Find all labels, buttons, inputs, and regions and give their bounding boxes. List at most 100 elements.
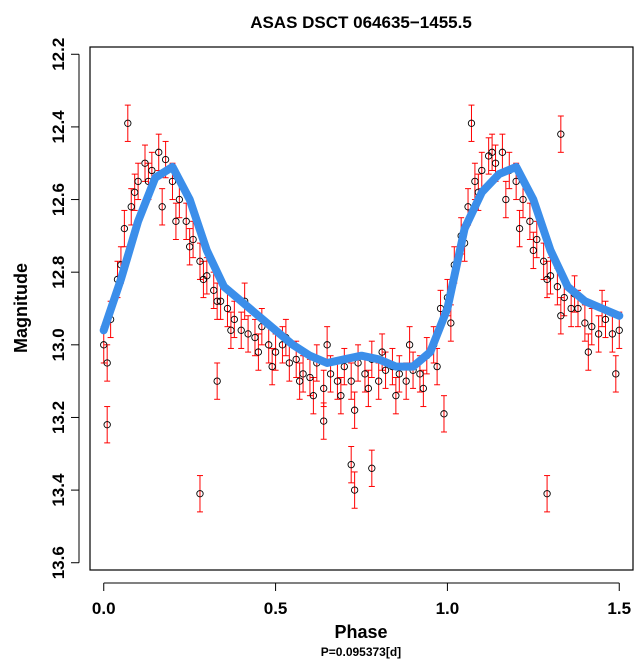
data-point <box>471 177 479 186</box>
y-tick-label: 13.4 <box>49 473 68 507</box>
data-point <box>557 312 565 320</box>
data-point <box>155 148 163 156</box>
data-point <box>395 370 403 378</box>
data-point <box>350 406 359 414</box>
data-point <box>601 315 610 324</box>
data-point <box>196 257 204 265</box>
data-point <box>158 203 166 211</box>
data-point <box>268 362 276 371</box>
data-point <box>216 297 225 305</box>
data-point <box>498 148 507 156</box>
y-tick-label: 13.0 <box>49 328 68 361</box>
data-point <box>213 297 221 305</box>
data-point <box>375 377 383 385</box>
fit-curve <box>99 162 624 371</box>
x-axis: 0.0 0.5 1.0 1.5 <box>92 582 631 618</box>
data-point <box>488 148 496 156</box>
y-axis-label: Magnitude <box>11 263 31 353</box>
data-point <box>320 384 328 393</box>
data-point <box>182 217 190 225</box>
data-point <box>175 195 184 204</box>
data-point <box>141 159 149 167</box>
data-point <box>120 224 129 233</box>
data-point <box>103 359 111 367</box>
data-point <box>378 348 386 356</box>
data-point <box>134 177 142 186</box>
data-point <box>543 490 551 498</box>
data-point <box>368 464 376 472</box>
x-tick-label: 1.0 <box>436 599 460 618</box>
data-point <box>381 366 390 374</box>
data-point <box>612 370 620 378</box>
data-point <box>292 355 300 363</box>
data-point <box>491 159 500 167</box>
data-point <box>227 326 235 334</box>
error-bars-layer <box>100 104 623 513</box>
data-point <box>347 461 355 469</box>
data-point <box>186 243 194 251</box>
data-point <box>515 224 524 233</box>
data-point <box>347 377 355 385</box>
data-point <box>230 315 238 324</box>
data-point <box>405 341 414 349</box>
data-point <box>103 421 111 429</box>
data-point <box>416 370 424 378</box>
data-point <box>478 166 486 175</box>
data-point <box>581 319 589 327</box>
data-point <box>467 119 476 127</box>
x-tick-label: 0.5 <box>264 599 288 618</box>
data-point <box>223 304 232 313</box>
data-point <box>333 377 342 385</box>
x-axis-sublabel: P=0.095373[d] <box>321 645 401 659</box>
y-tick-label: 12.4 <box>49 110 68 144</box>
data-point <box>361 370 369 378</box>
data-point <box>196 490 204 498</box>
data-point <box>519 195 527 204</box>
data-point <box>529 246 537 255</box>
data-point <box>210 286 218 294</box>
data-point <box>306 373 314 382</box>
data-point <box>299 370 307 378</box>
data-point <box>567 304 575 313</box>
data-point <box>526 217 534 225</box>
data-point <box>419 384 428 393</box>
data-point <box>237 326 245 334</box>
data-point <box>350 486 359 494</box>
y-tick-label: 12.8 <box>49 256 68 289</box>
data-point <box>608 330 617 338</box>
data-point <box>213 377 221 385</box>
y-axis: 12.2 12.4 12.6 12.8 13.0 13.2 13.4 13.6 <box>49 38 80 579</box>
data-point <box>309 392 318 400</box>
data-point <box>402 377 410 385</box>
data-point <box>131 188 139 196</box>
data-point <box>340 362 348 371</box>
data-point <box>251 333 259 342</box>
data-point <box>543 275 551 284</box>
data-point <box>337 392 345 400</box>
chart-title: ASAS DSCT 064635−1455.5 <box>250 13 472 32</box>
data-point <box>584 348 592 356</box>
data-point <box>271 348 280 356</box>
data-point <box>295 377 304 385</box>
y-tick-label: 13.2 <box>49 401 68 434</box>
data-point <box>161 155 170 164</box>
data-point <box>539 257 548 265</box>
plot-frame <box>89 46 634 571</box>
data-point <box>254 348 263 356</box>
data-point <box>392 392 400 400</box>
data-point <box>502 195 510 204</box>
data-point <box>364 384 373 393</box>
data-point <box>148 166 156 175</box>
fit-curve-layer <box>99 162 624 371</box>
data-point <box>553 283 562 291</box>
data-point <box>594 330 603 338</box>
data-point <box>560 293 568 302</box>
data-point <box>533 235 541 244</box>
data-point <box>323 341 331 349</box>
data-point <box>557 130 565 138</box>
y-tick-label: 13.6 <box>49 546 68 579</box>
x-tick-label: 1.5 <box>607 599 631 618</box>
data-point <box>326 370 335 378</box>
x-tick-label: 0.0 <box>92 599 116 618</box>
